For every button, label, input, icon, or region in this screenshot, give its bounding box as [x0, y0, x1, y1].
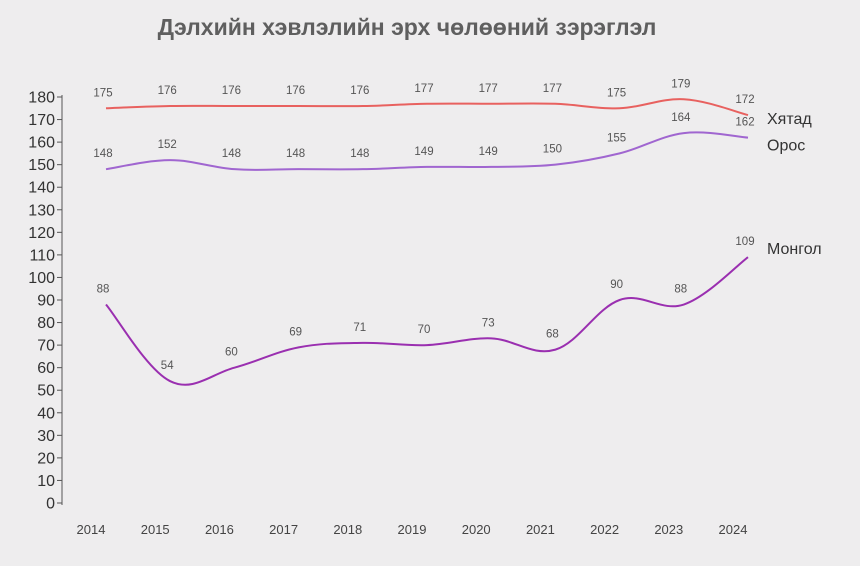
y-tick-label: 70: [37, 338, 55, 355]
x-tick-label: 2014: [77, 522, 106, 537]
data-label: 177: [414, 83, 433, 95]
data-label: 149: [479, 146, 498, 158]
data-label: 148: [222, 148, 241, 160]
series-1: 175 176 176 176 176 177 177 177 175 179 172 Хятад: [93, 78, 812, 128]
x-axis: 2014 2015 2016 2017 2018 2019 2020 2021 2022 2023…: [77, 522, 748, 537]
data-label: 177: [479, 83, 498, 95]
y-tick-label: 80: [37, 315, 55, 332]
x-tick-label: 2018: [333, 522, 362, 537]
data-label: 152: [158, 139, 177, 151]
x-tick-label: 2021: [526, 522, 555, 537]
y-tick-label: 130: [28, 202, 55, 219]
y-tick-label: 30: [37, 428, 55, 445]
data-label: 88: [97, 284, 110, 296]
data-label: 176: [350, 85, 369, 97]
x-tick-label: 2024: [719, 522, 748, 537]
data-label: 155: [607, 132, 626, 144]
x-tick-label: 2015: [141, 522, 170, 537]
y-tick-label: 10: [37, 473, 55, 490]
data-label: 69: [289, 326, 302, 338]
y-tick-label: 0: [46, 496, 55, 513]
y-tick-label: 180: [28, 90, 55, 107]
y-tick-label: 20: [37, 450, 55, 467]
series-name-label: Хятад: [767, 111, 812, 128]
series-group: 175 176 176 176 176 177 177 177 175179172Хятад14…: [93, 78, 822, 386]
data-label: 109: [735, 236, 754, 248]
y-axis: 0 10 20 30 40 50 60 70 80 90 100 110 120 130 140 150 160…: [28, 90, 62, 513]
x-tick-label: 2016: [205, 522, 234, 537]
data-label: 176: [222, 85, 241, 97]
data-label: 148: [93, 148, 112, 160]
data-label: 162: [735, 117, 754, 129]
y-tick-label: 140: [28, 180, 55, 197]
data-label: 175: [93, 87, 112, 99]
data-label: 175: [607, 87, 626, 99]
x-tick-label: 2017: [269, 522, 298, 537]
data-label: 172: [735, 94, 754, 106]
data-label: 54: [161, 360, 174, 372]
series-line: [105, 256, 749, 386]
y-tick-label: 100: [28, 270, 55, 287]
data-label: 71: [353, 322, 366, 334]
data-label: 164: [671, 112, 691, 124]
data-label: 148: [350, 148, 369, 160]
data-label: 88: [674, 284, 687, 296]
data-label: 176: [286, 85, 305, 97]
y-tick-label: 50: [37, 383, 55, 400]
series-name-label: Орос: [767, 138, 805, 155]
x-tick-label: 2022: [590, 522, 619, 537]
x-tick-label: 2023: [654, 522, 683, 537]
series-2: 148 152 148 148 148 149 149 150 155 164 162 Орос: [93, 112, 805, 171]
data-label: 68: [546, 329, 559, 341]
y-tick-label: 150: [28, 157, 55, 174]
series-3: 88 54 60 69 71 70 73 68 90 88 109 Монгол: [97, 236, 822, 386]
y-tick-label: 90: [37, 293, 55, 310]
data-label: 176: [158, 85, 177, 97]
series-name-label: Монгол: [767, 241, 822, 258]
series-line: [105, 98, 749, 117]
data-label: 73: [482, 317, 495, 329]
x-tick-label: 2019: [398, 522, 427, 537]
data-label: 179: [671, 78, 690, 90]
data-label: 148: [286, 148, 305, 160]
y-tick-label: 160: [28, 135, 55, 152]
y-tick-label: 170: [28, 112, 55, 129]
y-tick-label: 60: [37, 360, 55, 377]
series-line: [105, 131, 749, 171]
data-label: 90: [610, 279, 623, 291]
data-label: 149: [414, 146, 433, 158]
y-tick-label: 120: [28, 225, 55, 242]
chart-title: Дэлхийн хэвлэлийн эрх чөлөөний зэрэглэл: [158, 14, 657, 40]
x-tick-label: 2020: [462, 522, 491, 537]
y-tick-label: 40: [37, 405, 55, 422]
data-label: 70: [418, 324, 431, 336]
data-label: 150: [543, 144, 562, 156]
y-tick-label: 110: [29, 247, 55, 264]
data-label: 177: [543, 83, 562, 95]
data-label: 60: [225, 347, 238, 359]
